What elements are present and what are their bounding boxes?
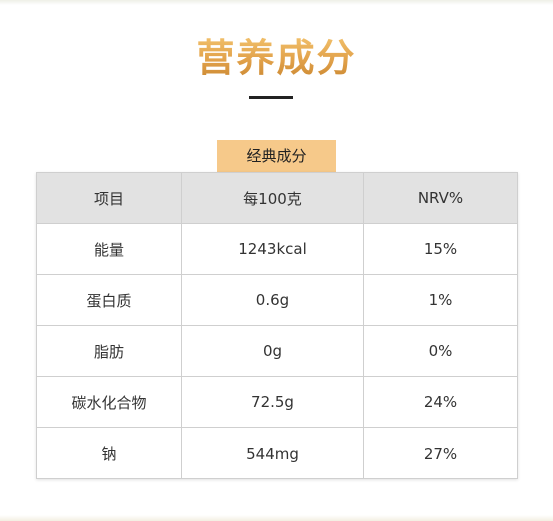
table-row-protein: 蛋白质 0.6g 1%: [37, 275, 517, 326]
page-title: 营养成分: [0, 34, 553, 82]
section-tab-label: 经典成分: [217, 140, 336, 173]
table-row-carbohydrate: 碳水化合物 72.5g 24%: [37, 377, 517, 428]
cell-per-100g: 544mg: [182, 428, 364, 479]
cell-item: 钠: [37, 428, 182, 479]
column-header-per-100g: 每100克: [182, 173, 364, 223]
column-header-item: 项目: [37, 173, 182, 223]
cell-nrv: 1%: [428, 291, 453, 309]
table-row-sodium: 钠 544mg 27%: [37, 428, 517, 479]
cell-item: 脂肪: [37, 326, 182, 376]
column-header-nrv: NRV%: [417, 189, 464, 207]
table-header-row: 项目 每100克 NRV%: [37, 173, 517, 224]
cell-per-100g: 0.6g: [182, 275, 364, 325]
bottom-frame-band: [0, 515, 553, 521]
table-row-energy: 能量 1243kcal 15%: [37, 224, 517, 275]
cell-per-100g: 72.5g: [182, 377, 364, 427]
cell-per-100g: 1243kcal: [182, 224, 364, 274]
cell-nrv: 0%: [428, 342, 453, 360]
cell-item: 蛋白质: [37, 275, 182, 325]
cell-item: 能量: [37, 224, 182, 274]
cell-nrv: 24%: [423, 393, 458, 411]
cell-item: 碳水化合物: [37, 377, 182, 427]
title-underline: [249, 96, 293, 99]
cell-nrv: 15%: [423, 240, 458, 258]
table-row-fat: 脂肪 0g 0%: [37, 326, 517, 377]
cell-nrv: 27%: [423, 444, 458, 463]
top-frame-band: [0, 0, 553, 5]
cell-per-100g: 0g: [182, 326, 364, 376]
nutrition-table: 项目 每100克 NRV% 能量 1243kcal 15% 蛋白质 0.6g 1…: [36, 172, 518, 479]
